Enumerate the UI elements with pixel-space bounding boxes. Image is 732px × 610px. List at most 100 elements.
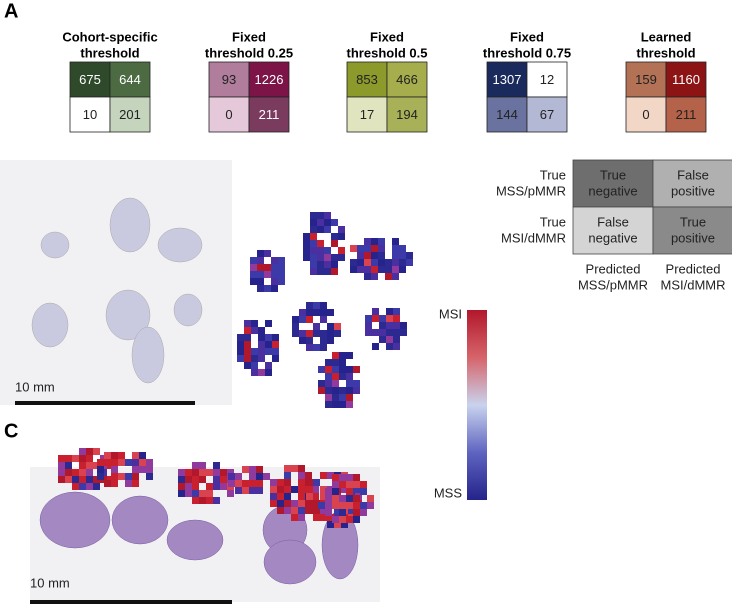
heatmap-tile (258, 348, 265, 355)
tissue (39, 491, 111, 549)
heatmap-tile (299, 330, 306, 337)
heatmap-tile (298, 465, 305, 472)
tissue (40, 231, 70, 259)
heatmap-tile (392, 266, 399, 273)
heatmap-tile (339, 516, 346, 523)
heatmap-tile (185, 469, 192, 476)
heatmap-tile (199, 469, 206, 476)
heatmap-tile (264, 250, 271, 257)
heatmap-tile (299, 337, 306, 344)
heatmap-tile (324, 268, 331, 275)
heatmap-tile (317, 254, 324, 261)
heatmap-tile (350, 266, 357, 273)
scale-bar (30, 600, 232, 604)
heatmap-tile (332, 516, 339, 523)
heatmap-tile (346, 366, 353, 373)
heatmap-tile (79, 448, 86, 455)
heatmap-tile (258, 327, 265, 334)
heatmap-tile (65, 462, 72, 469)
heatmap-tile (371, 259, 378, 266)
heatmap-tile (250, 271, 257, 278)
heatmap-tile (325, 509, 332, 516)
heatmap-tile (192, 490, 199, 497)
heatmap-tile (227, 490, 234, 497)
matrix-title: Fixed (370, 29, 404, 44)
heatmap-tile (111, 466, 118, 473)
heatmap-tile (292, 323, 299, 330)
heatmap-tile (93, 462, 100, 469)
heatmap-tile (244, 327, 251, 334)
heatmap-tile (132, 459, 139, 466)
heatmap-tile (332, 401, 339, 408)
heatmap-tile (251, 362, 258, 369)
heatmap-tile (237, 341, 244, 348)
heatmap-tile (346, 380, 353, 387)
heatmap-tile (378, 266, 385, 273)
heatmap-tile (306, 500, 313, 507)
heatmap-tile (292, 330, 299, 337)
heatmap-tile (178, 469, 185, 476)
matrix-cell (346, 96, 388, 133)
heatmap-tile (331, 233, 338, 240)
heatmap-tile (178, 483, 185, 490)
heatmap-tile (272, 334, 279, 341)
heatmap-tile (146, 473, 153, 480)
legend-cell (652, 206, 732, 255)
heatmap-tile (58, 469, 65, 476)
panel-label: A (4, 0, 18, 22)
panel-label: C (4, 420, 18, 442)
heatmap-tile (325, 495, 332, 502)
heatmap-tile (392, 245, 399, 252)
matrix-value: 1307 (493, 72, 522, 87)
heatmap-tile (332, 352, 339, 359)
heatmap-tile (292, 316, 299, 323)
heatmap-tile (278, 271, 285, 278)
heatmap-tile (317, 219, 324, 226)
heatmap-tile (284, 500, 291, 507)
heatmap-tile (303, 254, 310, 261)
heatmap-tile (327, 472, 334, 479)
heatmap-tile (86, 476, 93, 483)
heatmap-tile (353, 380, 360, 387)
matrix-title: Learned (641, 29, 692, 44)
heatmap-tile (353, 502, 360, 509)
matrix-cell (625, 61, 667, 98)
heatmap-tile (332, 366, 339, 373)
heatmap-tile (213, 462, 220, 469)
heatmap-tile (125, 480, 132, 487)
heatmap-tile (392, 259, 399, 266)
legend-cell-label: positive (671, 230, 715, 245)
matrix-title: threshold 0.75 (483, 45, 571, 60)
heatmap-tile (228, 480, 235, 487)
heatmap-tile (399, 252, 406, 259)
heatmap-tile (298, 479, 305, 486)
heatmap-tile (310, 240, 317, 247)
colorbar-label: MSI (439, 306, 462, 321)
heatmap-tile (353, 509, 360, 516)
heatmap-tile (97, 459, 104, 466)
heatmap-tile (365, 315, 372, 322)
heatmap-tile (306, 486, 313, 493)
heatmap-tile (132, 473, 139, 480)
heatmap-tile (299, 309, 306, 316)
heatmap-tile (364, 238, 371, 245)
heatmap-tile (107, 476, 114, 483)
heatmap-tile (360, 481, 367, 488)
heatmap-tile (303, 240, 310, 247)
legend-row-label: True (540, 167, 566, 182)
matrix-value: 67 (540, 107, 554, 122)
heatmap-tile (278, 257, 285, 264)
matrix-cell (386, 96, 428, 133)
heatmap-tile (79, 462, 86, 469)
heatmap-tile (132, 452, 139, 459)
heatmap-tile (258, 369, 265, 376)
heatmap-tile (244, 341, 251, 348)
heatmap-tile (298, 493, 305, 500)
heatmap-tile (406, 259, 413, 266)
heatmap-tile (386, 329, 393, 336)
heatmap-tile (372, 329, 379, 336)
heatmap-tile (312, 486, 319, 493)
matrix-title: threshold (80, 45, 139, 60)
heatmap-tile (271, 257, 278, 264)
legend-col-label: Predicted (586, 261, 641, 276)
